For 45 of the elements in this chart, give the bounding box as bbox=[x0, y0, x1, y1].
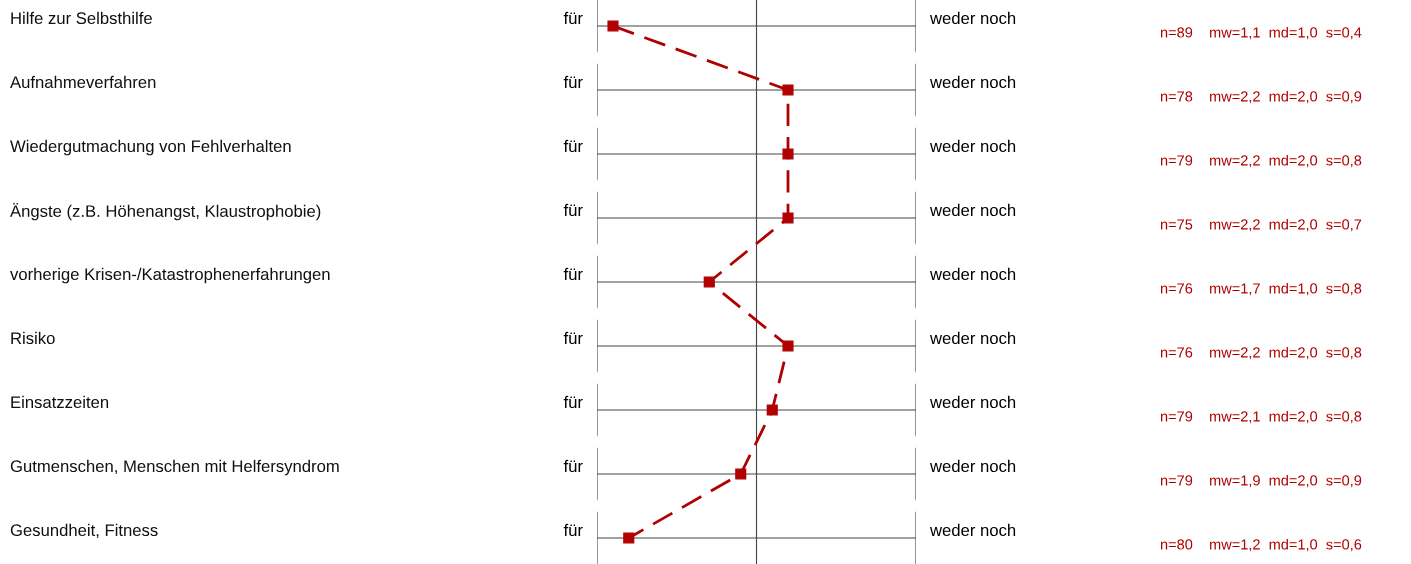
text: weder noch bbox=[929, 267, 1016, 281]
y-tick-label: Einsatzzeiten bbox=[11, 395, 109, 409]
text: für bbox=[563, 395, 583, 409]
y-tick-label: Risiko bbox=[11, 331, 55, 345]
text: für bbox=[563, 139, 583, 153]
y-tick-label: Hilfe zur Selbsthilfe bbox=[11, 11, 152, 25]
y-tick-label: Aufnahmeverfahren bbox=[10, 75, 156, 89]
y-tick-label: Wiedergutmachung von Fehlverhalten bbox=[10, 139, 291, 156]
text: weder noch bbox=[929, 459, 1016, 473]
point bbox=[782, 340, 794, 352]
text: n=79 mw=1,9 md=2,0 s=0,9 bbox=[1160, 474, 1362, 488]
text: n=79 mw=2,2 md=2,0 s=0,8 bbox=[1160, 154, 1362, 168]
point bbox=[735, 468, 747, 480]
text: für bbox=[563, 459, 583, 473]
text: n=78 mw=2,2 md=2,0 s=0,9 bbox=[1160, 90, 1362, 104]
text: für bbox=[563, 11, 583, 25]
point bbox=[766, 404, 778, 416]
text: n=89 mw=1,1 md=1,0 s=0,4 bbox=[1160, 26, 1362, 40]
point bbox=[782, 212, 794, 224]
text: weder noch bbox=[929, 139, 1016, 153]
text: weder noch bbox=[929, 75, 1016, 89]
point bbox=[607, 20, 619, 32]
text: n=75 mw=2,2 md=2,0 s=0,7 bbox=[1160, 218, 1362, 232]
text: n=76 mw=2,2 md=2,0 s=0,8 bbox=[1160, 346, 1362, 360]
text: für bbox=[563, 523, 583, 537]
text: weder noch bbox=[929, 331, 1016, 345]
text: n=79 mw=2,1 md=2,0 s=0,8 bbox=[1160, 410, 1362, 424]
text: für bbox=[563, 267, 583, 281]
point bbox=[703, 276, 715, 288]
text: weder noch bbox=[929, 395, 1016, 409]
text: für bbox=[563, 75, 583, 89]
text: für bbox=[563, 331, 583, 345]
text: n=80 mw=1,2 md=1,0 s=0,6 bbox=[1160, 538, 1362, 552]
point bbox=[782, 148, 794, 160]
y-tick-label: Gutmenschen, Menschen mit Helfersyndrom bbox=[10, 459, 339, 476]
text: n=76 mw=1,7 md=1,0 s=0,8 bbox=[1160, 282, 1362, 296]
y-tick-label: Gesundheit, Fitness bbox=[10, 523, 158, 539]
y-tick-label: vorherige Krisen-/Katastrophenerfahrungen bbox=[10, 267, 330, 284]
text: weder noch bbox=[929, 203, 1016, 217]
text: für bbox=[563, 203, 583, 217]
y-tick-label: Ängste (z.B. Höhenangst, Klaustrophobie) bbox=[10, 202, 321, 221]
point bbox=[782, 84, 794, 96]
point bbox=[623, 532, 635, 544]
text: weder noch bbox=[929, 11, 1016, 25]
text: weder noch bbox=[929, 523, 1016, 537]
